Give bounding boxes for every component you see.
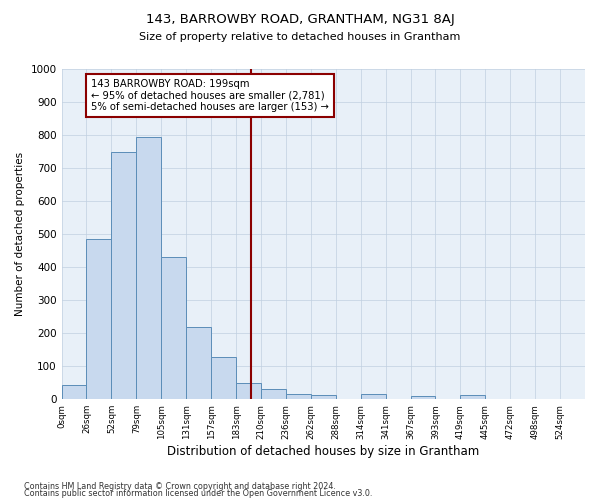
Bar — [261, 388, 286, 399]
Bar — [410, 396, 436, 399]
Text: 143, BARROWBY ROAD, GRANTHAM, NG31 8AJ: 143, BARROWBY ROAD, GRANTHAM, NG31 8AJ — [146, 12, 454, 26]
Bar — [62, 384, 86, 399]
Bar — [236, 382, 261, 399]
Bar — [286, 394, 311, 399]
Text: Contains public sector information licensed under the Open Government Licence v3: Contains public sector information licen… — [24, 490, 373, 498]
Bar — [186, 326, 211, 399]
Bar — [86, 240, 112, 399]
Text: Contains HM Land Registry data © Crown copyright and database right 2024.: Contains HM Land Registry data © Crown c… — [24, 482, 336, 491]
X-axis label: Distribution of detached houses by size in Grantham: Distribution of detached houses by size … — [167, 444, 479, 458]
Bar — [361, 394, 386, 399]
Text: 143 BARROWBY ROAD: 199sqm
← 95% of detached houses are smaller (2,781)
5% of sem: 143 BARROWBY ROAD: 199sqm ← 95% of detac… — [91, 79, 329, 112]
Bar — [460, 395, 485, 399]
Y-axis label: Number of detached properties: Number of detached properties — [15, 152, 25, 316]
Bar — [136, 136, 161, 399]
Bar — [211, 357, 236, 399]
Bar — [112, 152, 136, 399]
Bar — [161, 257, 186, 399]
Text: Size of property relative to detached houses in Grantham: Size of property relative to detached ho… — [139, 32, 461, 42]
Bar — [311, 395, 336, 399]
